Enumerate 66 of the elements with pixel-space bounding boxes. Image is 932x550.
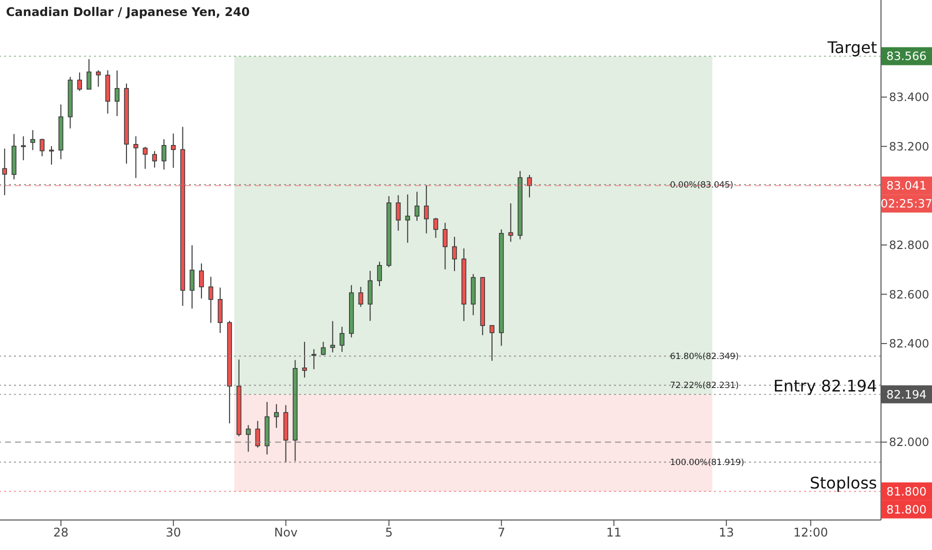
- candlestick: [302, 341, 307, 378]
- candlestick: [527, 174, 532, 198]
- candlestick: [490, 324, 494, 362]
- candlestick: [2, 148, 8, 196]
- ref-line-label: Target: [826, 38, 877, 58]
- candlestick: [377, 261, 382, 287]
- text: 82.194: [886, 387, 927, 402]
- x-tick-label: 7: [498, 526, 506, 540]
- ref-line-label: 61.80%(82.349): [670, 352, 739, 362]
- x-tick-label: 11: [606, 526, 622, 540]
- candlestick: [20, 136, 26, 161]
- candlestick: [452, 236, 457, 272]
- candlestick: [246, 424, 251, 452]
- candlestick: [170, 133, 176, 168]
- candlestick: [442, 222, 448, 270]
- candlestick: [433, 217, 438, 238]
- text: 81.800: [886, 484, 927, 498]
- y-tick-label: 82.800: [889, 238, 930, 252]
- ref-line-label: 100.00%(81.919): [670, 458, 744, 468]
- ref-line-label: 72.22%(82.231): [670, 381, 739, 392]
- candlestick: [312, 348, 316, 370]
- y-tick-label: 83.200: [889, 139, 930, 154]
- candlestick: [414, 191, 420, 222]
- candlestick: [30, 130, 36, 151]
- candlestick: [340, 326, 344, 352]
- candlestick: [396, 194, 401, 232]
- y-tick-label: 83.400: [889, 90, 930, 104]
- candlestick: [96, 70, 101, 88]
- candlestick: [162, 138, 166, 170]
- ref-line-label: Stoploss: [810, 473, 877, 492]
- annotation: 02:25:37: [880, 196, 932, 211]
- candlestick: [152, 150, 157, 168]
- y-tick-label: 82.600: [889, 287, 930, 302]
- x-tick-label: 28: [53, 526, 69, 540]
- candlestick: [330, 320, 336, 353]
- ref-line-label: 0.00%(83.045): [670, 180, 734, 191]
- candlestick: [274, 404, 279, 428]
- x-tick-label: Nov: [274, 526, 298, 540]
- x-tick-label: 30: [166, 526, 182, 540]
- candlestick: [133, 136, 138, 178]
- candlestick: [424, 184, 429, 234]
- candlestick: [208, 276, 214, 324]
- text: Canadian Dollar / Japanese Yen, 240: [6, 5, 250, 19]
- text: 81.800: [886, 502, 927, 516]
- candlestick: [190, 244, 194, 310]
- candlestick: [114, 70, 120, 117]
- candlestick: [320, 341, 326, 356]
- y-tick-label: 82.400: [889, 336, 930, 351]
- candlestick: [199, 262, 204, 299]
- candlestick: [49, 146, 54, 166]
- candlestick: [358, 286, 364, 308]
- text: 83.566: [886, 49, 927, 64]
- candlestick: [218, 287, 223, 334]
- x-tick-label: 13: [718, 526, 734, 540]
- ref-line-label: Entry 82.194: [773, 376, 877, 396]
- candlestick: [142, 146, 148, 170]
- x-tick-label: 12:00: [793, 526, 828, 540]
- candlestick: [86, 58, 92, 90]
- candlestick: [77, 72, 82, 92]
- candlestick: [368, 270, 373, 322]
- y-tick-label: 82.000: [889, 435, 930, 450]
- text: 83.041: [886, 178, 927, 193]
- candlestick: [405, 194, 410, 244]
- x-tick-label: 5: [385, 526, 393, 540]
- candlestick: [40, 138, 45, 157]
- candlestick: [508, 202, 514, 242]
